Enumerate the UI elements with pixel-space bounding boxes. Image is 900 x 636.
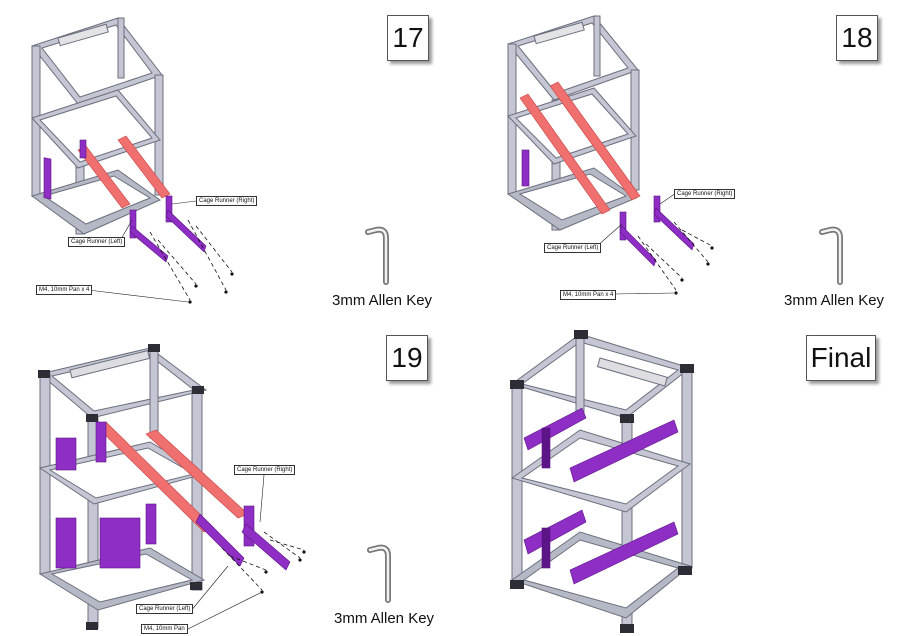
callout-screws: M4, 10mm Pan xyxy=(141,624,188,634)
callout-cage-runner-right: Cage Runner (Right) xyxy=(234,465,296,475)
callout-cage-runner-left: Cage Runner (Left) xyxy=(544,243,602,253)
allen-key-icon xyxy=(365,226,389,285)
allen-key-icon xyxy=(819,226,843,285)
step-18-panel: 18 Cage Runner (Right) Cage Runner (Left… xyxy=(450,0,900,318)
step-number: 18 xyxy=(836,15,878,61)
tool-caption: 3mm Allen Key xyxy=(334,610,435,627)
step-number: Final xyxy=(806,335,876,381)
callout-cage-runner-left: Cage Runner (Left) xyxy=(136,604,194,614)
tool-caption: 3mm Allen Key xyxy=(332,292,433,309)
final-panel: Final xyxy=(450,318,900,636)
allen-key-icon xyxy=(367,544,391,603)
tool-caption: 3mm Allen Key xyxy=(784,292,885,309)
callout-cage-runner-right: Cage Runner (Right) xyxy=(674,189,736,199)
step-17-panel: 17 Cage Runner (Right) Cage Runner (Left… xyxy=(0,0,450,318)
callout-screws: M4, 10mm Pan x 4 xyxy=(36,285,93,295)
rack-frame-drawing-19 xyxy=(38,344,306,630)
callout-cage-runner-left: Cage Runner (Left) xyxy=(68,237,126,247)
step-number: 19 xyxy=(386,335,428,381)
callout-screws: M4, 10mm Pan x 4 xyxy=(560,290,617,300)
step-19-panel: 19 Cage Runner (Right) Cage Runner (Left… xyxy=(0,318,450,636)
rack-frame-drawing-17 xyxy=(30,17,234,304)
rack-frame-drawing-18 xyxy=(506,15,714,295)
callout-cage-runner-right: Cage Runner (Right) xyxy=(196,196,258,206)
step-number: 17 xyxy=(387,15,429,61)
assembled-rack-drawing xyxy=(510,330,694,633)
